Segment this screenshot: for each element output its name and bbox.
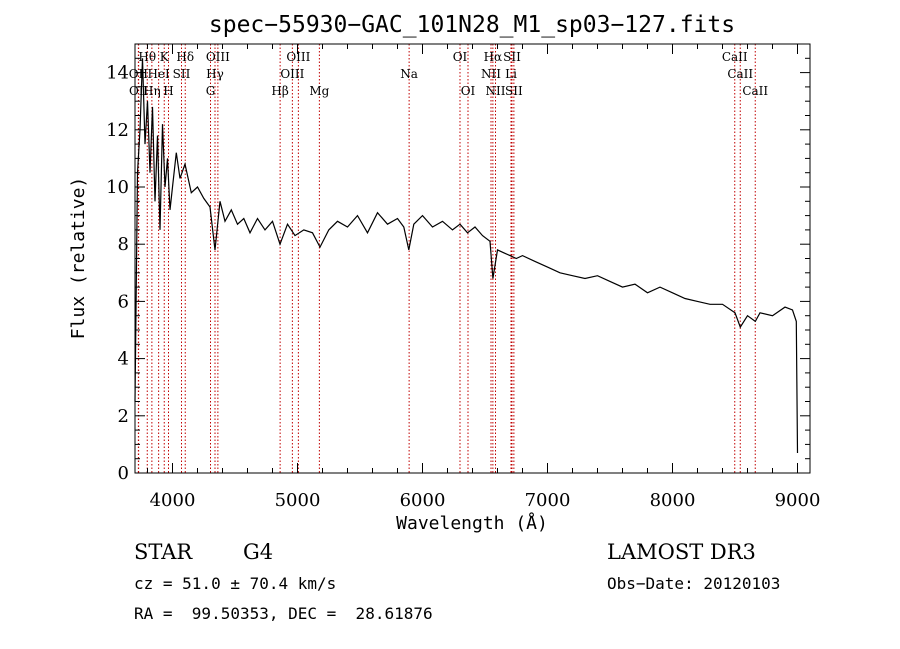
line-label-21: G	[206, 84, 216, 98]
line-label-10: HeI	[147, 67, 170, 81]
line-label-3: OIII	[206, 50, 230, 64]
y-tick-label-2: 4	[118, 349, 129, 370]
y-tick-label-5: 10	[106, 177, 129, 198]
y-tick-label-3: 6	[118, 291, 129, 312]
line-label-14: Na	[400, 67, 418, 81]
x-tick-label-3: 7000	[525, 490, 571, 511]
line-label-27: CaII	[742, 84, 768, 98]
redshift-velocity: cz = 51.0 ± 70.4 km/s	[134, 574, 337, 593]
line-label-20: H	[163, 84, 173, 98]
line-label-5: OI	[453, 50, 468, 64]
line-label-17: CaII	[727, 67, 753, 81]
y-tick-label-0: 0	[118, 463, 129, 484]
x-tick-label-5: 9000	[775, 490, 821, 511]
line-label-2: Hδ	[176, 50, 194, 64]
x-tick-label-1: 5000	[275, 490, 321, 511]
line-label-12: Hγ	[206, 67, 224, 81]
line-label-26: SII	[505, 84, 523, 98]
line-label-24: OI	[461, 84, 476, 98]
line-label-6: Hα	[484, 50, 503, 64]
line-label-1: K	[160, 50, 170, 64]
observation-date: Obs−Date: 20120103	[607, 574, 781, 593]
line-label-9: OII	[129, 67, 149, 81]
line-label-4: OIII	[286, 50, 310, 64]
y-tick-label-1: 2	[118, 406, 129, 427]
x-tick-label-0: 4000	[150, 490, 196, 511]
chart-title: spec−55930−GAC_101N28_M1_sp03−127.fits	[209, 12, 735, 38]
line-label-7: SII	[503, 50, 521, 64]
plot-frame	[134, 43, 811, 474]
line-label-11: SII	[173, 67, 191, 81]
y-axis-label: Flux (relative)	[68, 177, 89, 340]
line-label-16: Li	[505, 67, 517, 81]
line-label-22: Hβ	[271, 84, 288, 98]
line-label-19: Hη	[143, 84, 161, 98]
survey-name: LAMOST DR3	[607, 540, 756, 564]
y-axis-ticks: 0 2 4 6 8 10 12 14	[106, 43, 810, 484]
object-class: STAR	[134, 540, 193, 564]
spectrum-series-line	[134, 58, 799, 454]
x-tick-label-4: 8000	[650, 490, 696, 511]
line-label-25: NII	[486, 84, 506, 98]
y-tick-label-6: 12	[106, 120, 129, 141]
line-label-15: NII	[481, 67, 501, 81]
emission-line-markers	[137, 44, 756, 473]
sky-coordinates: RA = 99.50353, DEC = 28.61876	[134, 604, 433, 623]
line-label-13: OIII	[280, 67, 304, 81]
x-axis-label: Wavelength (Å)	[396, 512, 548, 534]
y-tick-label-7: 14	[106, 63, 129, 84]
line-label-8: CaII	[722, 50, 748, 64]
x-tick-label-2: 6000	[400, 490, 446, 511]
x-axis-ticks: 4000 5000 6000 7000 8000 9000	[147, 44, 821, 511]
spectrum-chart: spec−55930−GAC_101N28_M1_sp03−127.fits H…	[68, 12, 821, 534]
line-label-0: Hθ	[138, 50, 156, 64]
line-label-23: Mg	[309, 84, 329, 98]
y-tick-label-4: 8	[118, 234, 129, 255]
object-subclass: G4	[243, 540, 274, 564]
